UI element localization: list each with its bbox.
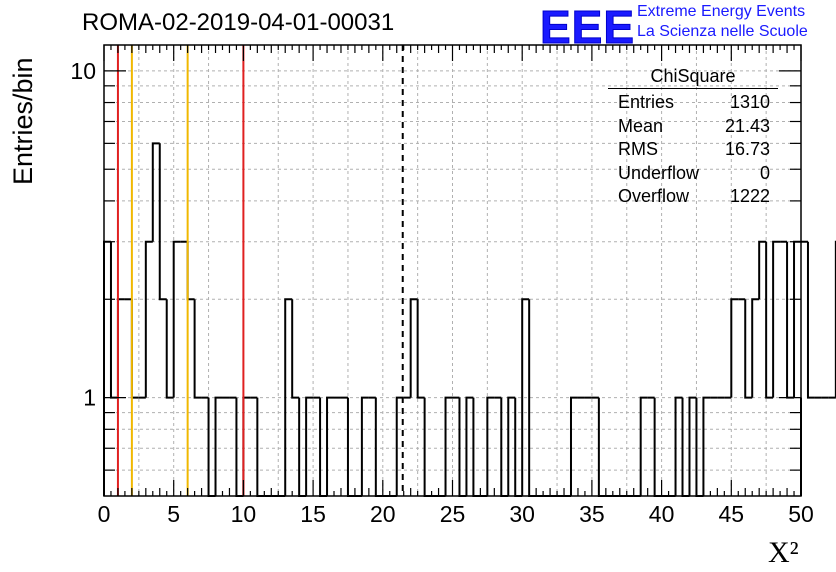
x-tick-label: 45	[719, 501, 745, 527]
y-axis-label: Entries/bin	[8, 57, 38, 185]
histogram-bin	[109, 241, 118, 399]
histogram-bin	[751, 298, 760, 398]
histogram-bin	[151, 142, 160, 242]
stats-label: RMS	[618, 139, 658, 159]
x-tick-label: 40	[649, 501, 675, 527]
histogram-bin	[639, 396, 648, 496]
histogram-bin	[569, 396, 578, 496]
x-tick-label: 50	[788, 501, 814, 527]
histogram-bin	[214, 396, 223, 496]
threshold-lines	[116, 45, 404, 496]
histogram-bin	[186, 241, 195, 301]
histogram-bin	[521, 298, 530, 496]
histogram-bin	[284, 298, 293, 496]
histogram-bin	[772, 240, 781, 398]
x-tick-label: 30	[509, 501, 535, 527]
stats-value: 0	[759, 162, 770, 183]
y-tick-label: 1	[83, 385, 96, 411]
histogram-bin	[165, 299, 174, 399]
histogram-bin	[674, 396, 683, 496]
x-tick-label: 0	[98, 501, 111, 527]
x-tick-label: 20	[370, 501, 396, 527]
chart-title: ROMA-02-2019-04-01-00031	[82, 9, 395, 36]
histogram-bin	[409, 298, 418, 398]
y-tick-label: 10	[70, 58, 96, 84]
histogram-bin	[688, 396, 697, 496]
stats-box: ChiSquare Entries 1310 Mean 21.43 RMS 16.73…	[608, 66, 778, 209]
stats-row-entries: Entries 1310	[608, 91, 778, 115]
histogram-bin	[130, 299, 139, 399]
histogram-bin	[786, 241, 795, 399]
stats-row-underflow: Underflow 0	[608, 162, 778, 186]
stats-title: ChiSquare	[608, 66, 778, 89]
x-tick-label: 5	[167, 501, 180, 527]
logo-caption-line2: La Scienza nelle Scuole	[637, 23, 808, 40]
histogram-bin	[116, 298, 125, 398]
stats-row-mean: Mean 21.43	[608, 115, 778, 139]
histogram-bin	[507, 396, 516, 496]
stats-label: Entries	[618, 92, 675, 112]
histogram-bin	[758, 240, 767, 300]
histogram-bin	[172, 240, 181, 398]
logo-caption-line1: Extreme Energy Events	[637, 3, 806, 20]
x-tick-label: 25	[440, 501, 466, 527]
histogram-bin	[360, 396, 369, 496]
stats-row-rms: RMS 16.73	[608, 138, 778, 162]
histogram-bin	[103, 240, 111, 496]
histogram-bin	[744, 299, 753, 399]
axes: 0 5 10 15 20 25 30 35 40 45 50 1 10	[70, 44, 814, 527]
histogram-bin	[326, 396, 335, 496]
histogram-bin	[486, 396, 495, 496]
stats-row-overflow: Overflow 1222	[608, 185, 778, 209]
histogram-bin	[158, 143, 167, 301]
x-axis-label: X²	[768, 536, 799, 569]
histogram-bin	[444, 396, 453, 496]
logo-caption: Extreme Energy Events La Scienza nelle S…	[637, 2, 808, 42]
eee-logo: EEE	[539, 1, 636, 54]
x-tick-label: 10	[231, 501, 257, 527]
histogram-bin	[793, 240, 801, 398]
histogram-bin	[305, 396, 314, 496]
histogram-bin	[416, 299, 425, 399]
stats-label: Overflow	[618, 186, 690, 206]
histogram-bin	[193, 299, 202, 399]
histogram-bin	[806, 241, 815, 399]
histogram-bin	[291, 299, 300, 399]
histogram-bin	[702, 396, 711, 496]
histogram-bin	[144, 240, 153, 398]
stats-value: 1310	[729, 92, 770, 112]
histogram-bin	[765, 241, 774, 399]
x-tick-label: 15	[300, 501, 326, 527]
stats-value: 16.73	[724, 139, 770, 159]
stats-label: Mean	[618, 115, 664, 136]
stats-label: Underflow	[618, 162, 700, 183]
stats-value: 1222	[729, 186, 770, 206]
x-tick-label: 35	[579, 501, 605, 527]
stats-value: 21.43	[724, 115, 770, 136]
histogram-bin	[395, 396, 404, 496]
histogram-bin	[730, 298, 739, 398]
histogram-bin	[465, 396, 474, 496]
